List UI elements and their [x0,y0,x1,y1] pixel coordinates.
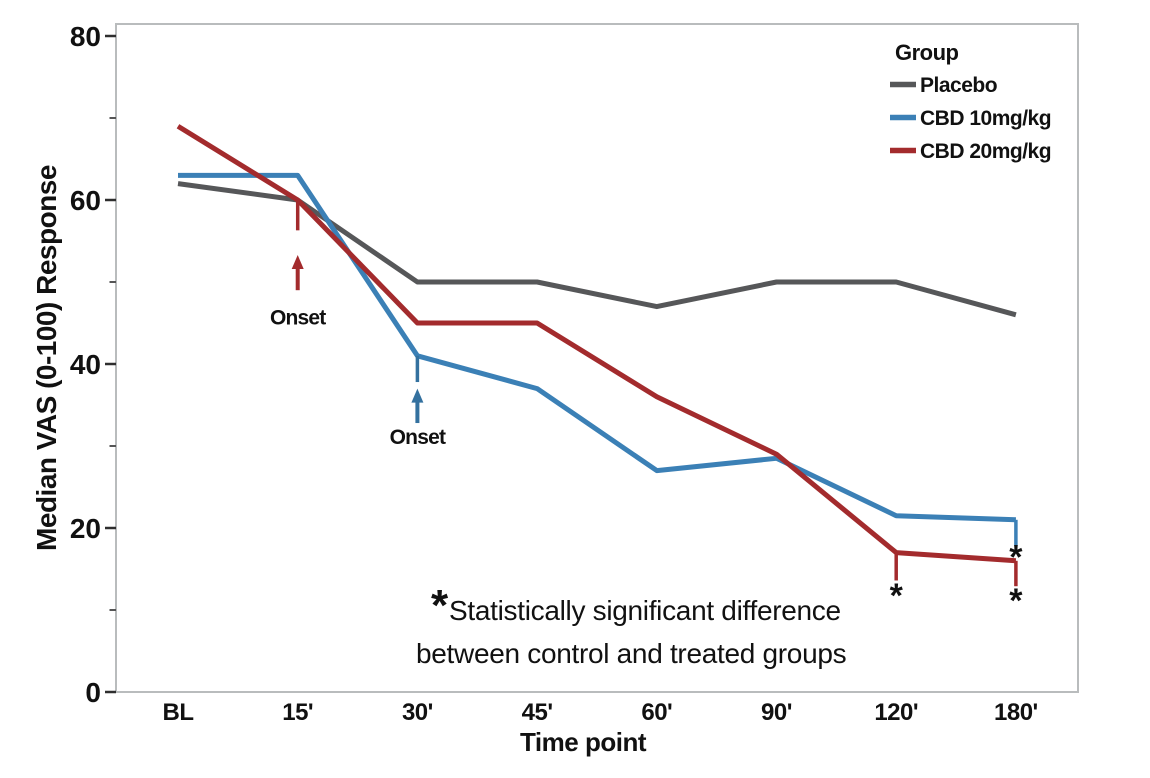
annotation-layer: Onset Onset * * * [270,200,1023,620]
x-axis-tick-label: 90' [761,699,792,726]
series-layer [176,124,1017,564]
onset-label: Onset [390,426,446,449]
x-axis-tick-label: 45' [522,699,553,726]
x-axis-tick-label: 15' [282,699,313,726]
footnote-line-1: Statistically significant difference [449,595,841,626]
legend-item-placebo: Placebo [890,74,998,97]
plot-border [115,23,1079,693]
footnote-asterisk: * [431,581,449,630]
legend-label-placebo: Placebo [920,74,997,97]
legend: Group Placebo CBD 10mg/kg CBD 20mg/kg [890,40,1052,163]
x-axis-tick-label: 180' [994,699,1038,726]
axis-ticks-layer: 0 20 40 60 80 BL 15' 30' 45' 60' 90' 120' 180' [70,21,1038,726]
series-line-placebo [177,181,1017,318]
x-axis-tick-label: 120' [874,699,918,726]
x-axis-tick-label: 60' [641,699,672,726]
y-axis-tick-label: 0 [85,677,101,708]
y-axis-tick-label: 40 [70,349,101,380]
y-axis-tick-label: 60 [70,185,101,216]
y-axis-tick-label: 80 [70,21,101,52]
significance-star: * [1009,582,1023,620]
footnote-line-2: between control and treated groups [416,638,846,669]
onset-arrow-head-icon [291,254,304,269]
legend-item-cbd-20mg-kg: CBD 20mg/kg [890,140,1052,163]
legend-title: Group [895,40,959,65]
onset-label: Onset [270,306,326,329]
legend-label-cbd-20mg-kg: CBD 20mg/kg [920,140,1051,163]
onset-arrow-head-icon [411,388,424,403]
x-axis-tick-label: BL [163,699,194,726]
significance-star: * [1009,539,1023,577]
significance-star: * [890,577,904,615]
legend-item-cbd-10mg-kg: CBD 10mg/kg [890,107,1052,130]
y-axis-title: Median VAS (0-100) Response [31,165,62,551]
x-axis-title: Time point [520,727,647,757]
x-axis-tick-label: 30' [402,699,433,726]
y-axis-tick-label: 20 [70,513,101,544]
series-line-cbd-20mg-kg [176,124,1017,564]
legend-label-cbd-10mg-kg: CBD 10mg/kg [920,107,1051,130]
series-line-cbd-10mg-kg [178,172,1016,523]
significance-footnote: * Statistically significant difference b… [416,581,847,669]
